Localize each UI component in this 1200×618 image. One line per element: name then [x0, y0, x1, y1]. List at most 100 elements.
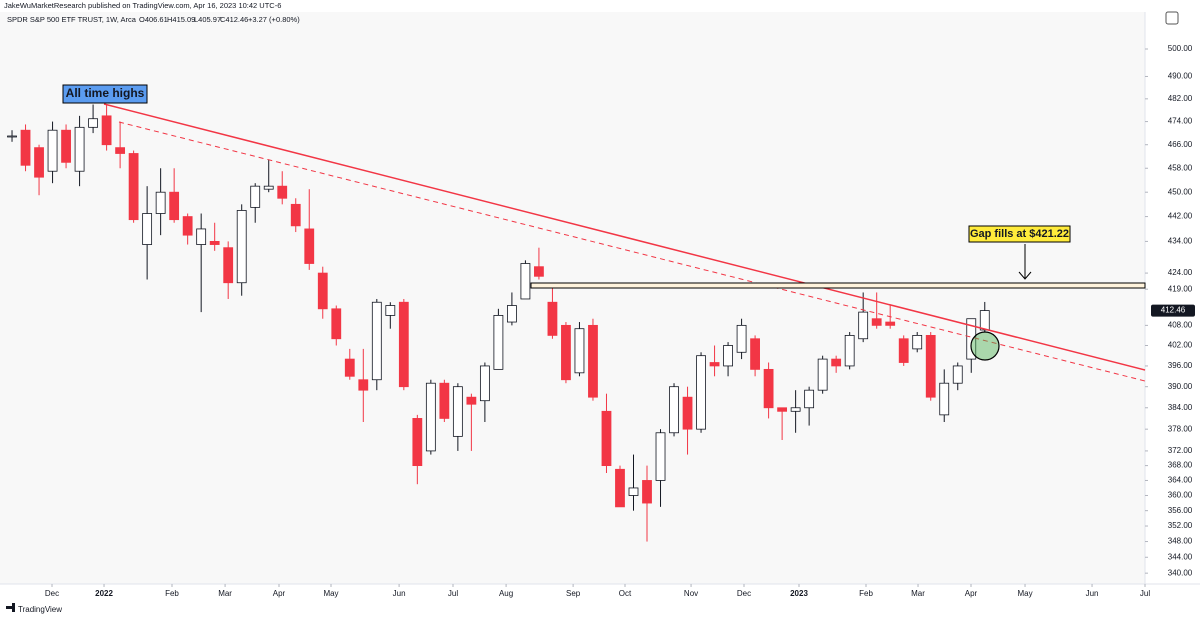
candle-body [277, 185, 288, 199]
candle-body [439, 382, 450, 419]
candle-body [142, 213, 153, 245]
candle-body [331, 308, 342, 340]
ohlc-low: L405.97 [194, 15, 221, 24]
x-tick-label: Oct [619, 589, 632, 598]
candle-body [858, 311, 869, 340]
candle-body [304, 228, 315, 264]
x-tick-label: Dec [737, 589, 751, 598]
candle-body [574, 328, 585, 374]
y-tick-label: 348.00 [1168, 537, 1193, 546]
y-tick-label: 424.00 [1168, 268, 1193, 277]
candle-body [561, 324, 571, 381]
candle-body [777, 407, 788, 412]
candle-body [979, 310, 990, 331]
plot-background [0, 12, 1145, 584]
candle-body [47, 129, 58, 172]
y-tick-label: 402.00 [1168, 341, 1193, 350]
y-tick-label: 408.00 [1168, 320, 1193, 329]
x-tick-label: Jun [1086, 589, 1099, 598]
candle-body [682, 396, 693, 430]
candle-body [250, 185, 261, 208]
brand-logo [6, 603, 15, 612]
annotation-box [968, 225, 1071, 243]
y-tick-label: 344.00 [1168, 552, 1193, 561]
last-price-label: 412.46 [1161, 306, 1186, 315]
candle-body [290, 203, 301, 227]
x-tick-label: Feb [165, 589, 179, 598]
x-tick-label: Jul [1140, 589, 1150, 598]
x-tick-label: Nov [684, 589, 698, 598]
x-tick-label: May [1017, 589, 1032, 598]
y-tick-label: 378.00 [1168, 424, 1193, 433]
candle-body [34, 147, 44, 178]
ohlc-close: C412.46 [220, 15, 248, 24]
candle-body [790, 407, 801, 412]
legend-row: SPDR S&P 500 ETF TRUST, 1W, Arca O406.61… [7, 15, 300, 24]
brand: TradingView [18, 605, 62, 614]
candle-body [128, 153, 139, 221]
annotation-box [62, 84, 148, 104]
candle-body [655, 432, 666, 481]
y-tick-label: 442.00 [1168, 212, 1193, 221]
candle-body [398, 301, 409, 388]
candle-body [88, 118, 98, 128]
candle-body [750, 338, 760, 370]
y-tick-label: 372.00 [1168, 446, 1193, 455]
candle-body [642, 480, 652, 504]
candle-body [236, 210, 247, 284]
candle-body [736, 324, 747, 353]
annotation: Gap fills at $421.22 [970, 228, 1069, 240]
candle-body [493, 315, 504, 370]
candle-body [479, 365, 490, 402]
candle-body [520, 263, 531, 300]
candle-body [844, 334, 855, 367]
x-tick-label: Apr [965, 589, 978, 598]
candle-body [507, 305, 517, 323]
y-tick-label: 384.00 [1168, 403, 1193, 412]
ohlc-open: O406.61 [139, 15, 168, 24]
candle-body [696, 355, 706, 430]
candle-body [182, 216, 193, 236]
y-tick-label: 500.00 [1168, 44, 1193, 53]
y-tick-label: 390.00 [1168, 382, 1193, 391]
y-tick-label: 396.00 [1168, 361, 1193, 370]
candle-body [344, 358, 355, 377]
settings-icon[interactable] [1165, 11, 1179, 25]
candle-body [317, 272, 328, 310]
candle-body [385, 305, 396, 316]
ohlc-high: H415.09 [167, 15, 195, 24]
candle-body [601, 410, 612, 467]
candle-body [412, 418, 423, 467]
x-tick-label: Feb [859, 589, 873, 598]
candle-body [115, 147, 126, 154]
y-tick-label: 356.00 [1168, 506, 1193, 515]
y-tick-label: 368.00 [1168, 461, 1193, 470]
y-tick-label: 466.00 [1168, 140, 1193, 149]
x-tick-label: Apr [273, 589, 286, 598]
y-tick-label: 482.00 [1168, 94, 1193, 103]
y-tick-label: 458.00 [1168, 163, 1193, 172]
x-tick-label: 2022 [95, 589, 113, 598]
candle-body [425, 382, 436, 452]
last-price-box [1151, 304, 1195, 317]
candle-body [804, 389, 815, 409]
x-tick-label: Aug [499, 589, 513, 598]
candle-body [209, 241, 220, 245]
candle-body [371, 301, 382, 381]
candle-body [898, 338, 909, 363]
candle-body [871, 318, 882, 326]
candle-body [169, 191, 180, 221]
candle-body [966, 318, 977, 360]
candle-body [952, 365, 963, 384]
x-tick-label: 2023 [790, 589, 808, 598]
candle-body [925, 334, 936, 398]
candle-body [358, 379, 369, 391]
y-tick-label: 364.00 [1168, 476, 1193, 485]
candle-body [939, 382, 950, 416]
candle-body [817, 358, 828, 391]
candle-body [534, 266, 544, 277]
marks [7, 104, 990, 542]
y-tick-label: 474.00 [1168, 117, 1193, 126]
x-tick-label: Sep [566, 589, 581, 598]
